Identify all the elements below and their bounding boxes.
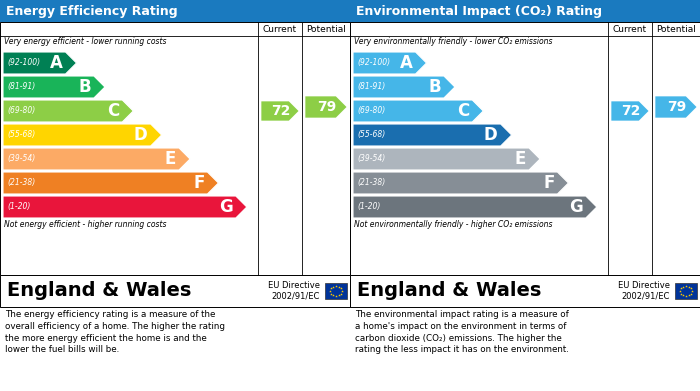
Polygon shape	[353, 100, 483, 122]
Text: Potential: Potential	[306, 25, 346, 34]
Polygon shape	[305, 96, 347, 118]
Text: (1-20): (1-20)	[7, 203, 30, 212]
Text: A: A	[400, 54, 412, 72]
Polygon shape	[353, 76, 455, 98]
Text: C: C	[457, 102, 469, 120]
Text: G: G	[569, 198, 583, 216]
Bar	[675, 283, 697, 299]
Text: B: B	[78, 78, 91, 96]
Text: 72: 72	[272, 104, 290, 118]
Polygon shape	[3, 76, 105, 98]
Polygon shape	[3, 148, 190, 170]
Text: B: B	[428, 78, 441, 96]
Text: D: D	[484, 126, 498, 144]
Text: E: E	[164, 150, 176, 168]
Polygon shape	[353, 196, 597, 218]
Bar	[350, 0, 700, 22]
Text: E: E	[514, 150, 526, 168]
Text: Very environmentally friendly - lower CO₂ emissions: Very environmentally friendly - lower CO…	[354, 38, 552, 47]
Text: 2002/91/EC: 2002/91/EC	[622, 292, 670, 301]
Text: (39-54): (39-54)	[357, 154, 385, 163]
Text: F: F	[543, 174, 554, 192]
Text: Very energy efficient - lower running costs: Very energy efficient - lower running co…	[4, 38, 167, 47]
Text: D: D	[134, 126, 148, 144]
Polygon shape	[353, 52, 426, 74]
Polygon shape	[353, 172, 568, 194]
Text: Not energy efficient - higher running costs: Not energy efficient - higher running co…	[4, 220, 167, 229]
Text: (1-20): (1-20)	[357, 203, 380, 212]
Text: 72: 72	[622, 104, 640, 118]
Bar	[350, 22, 700, 275]
Text: (69-80): (69-80)	[357, 106, 385, 115]
Text: The environmental impact rating is a measure of
a home's impact on the environme: The environmental impact rating is a mea…	[355, 310, 569, 354]
Polygon shape	[353, 124, 512, 146]
Text: (55-68): (55-68)	[357, 131, 385, 140]
Text: (92-100): (92-100)	[7, 59, 40, 68]
Text: (21-38): (21-38)	[7, 179, 35, 188]
Text: England & Wales: England & Wales	[7, 282, 191, 301]
Polygon shape	[3, 124, 162, 146]
Text: (39-54): (39-54)	[7, 154, 35, 163]
Polygon shape	[353, 148, 540, 170]
Text: 2002/91/EC: 2002/91/EC	[272, 292, 320, 301]
Text: The energy efficiency rating is a measure of the
overall efficiency of a home. T: The energy efficiency rating is a measur…	[5, 310, 225, 354]
Text: (55-68): (55-68)	[7, 131, 35, 140]
Text: A: A	[50, 54, 62, 72]
Polygon shape	[3, 172, 218, 194]
Polygon shape	[3, 100, 133, 122]
Text: (21-38): (21-38)	[357, 179, 385, 188]
Text: 79: 79	[667, 100, 687, 114]
Bar	[0, 0, 350, 22]
Text: G: G	[219, 198, 233, 216]
Text: 79: 79	[317, 100, 337, 114]
Text: Potential: Potential	[656, 25, 696, 34]
Text: (69-80): (69-80)	[7, 106, 35, 115]
Text: (81-91): (81-91)	[357, 83, 385, 91]
Text: England & Wales: England & Wales	[357, 282, 541, 301]
Text: Energy Efficiency Rating: Energy Efficiency Rating	[6, 5, 178, 18]
Polygon shape	[3, 52, 76, 74]
Polygon shape	[611, 101, 649, 121]
Text: EU Directive: EU Directive	[268, 282, 320, 291]
Text: F: F	[193, 174, 204, 192]
Text: EU Directive: EU Directive	[618, 282, 670, 291]
Text: Not environmentally friendly - higher CO₂ emissions: Not environmentally friendly - higher CO…	[354, 220, 552, 229]
Bar	[325, 283, 347, 299]
Bar	[0, 22, 350, 275]
Polygon shape	[3, 196, 247, 218]
Text: Environmental Impact (CO₂) Rating: Environmental Impact (CO₂) Rating	[356, 5, 602, 18]
Text: Current: Current	[263, 25, 297, 34]
Bar	[0, 275, 350, 307]
Bar	[350, 275, 700, 307]
Polygon shape	[655, 96, 697, 118]
Text: (92-100): (92-100)	[357, 59, 390, 68]
Text: Current: Current	[613, 25, 647, 34]
Text: (81-91): (81-91)	[7, 83, 35, 91]
Polygon shape	[261, 101, 299, 121]
Text: C: C	[107, 102, 119, 120]
